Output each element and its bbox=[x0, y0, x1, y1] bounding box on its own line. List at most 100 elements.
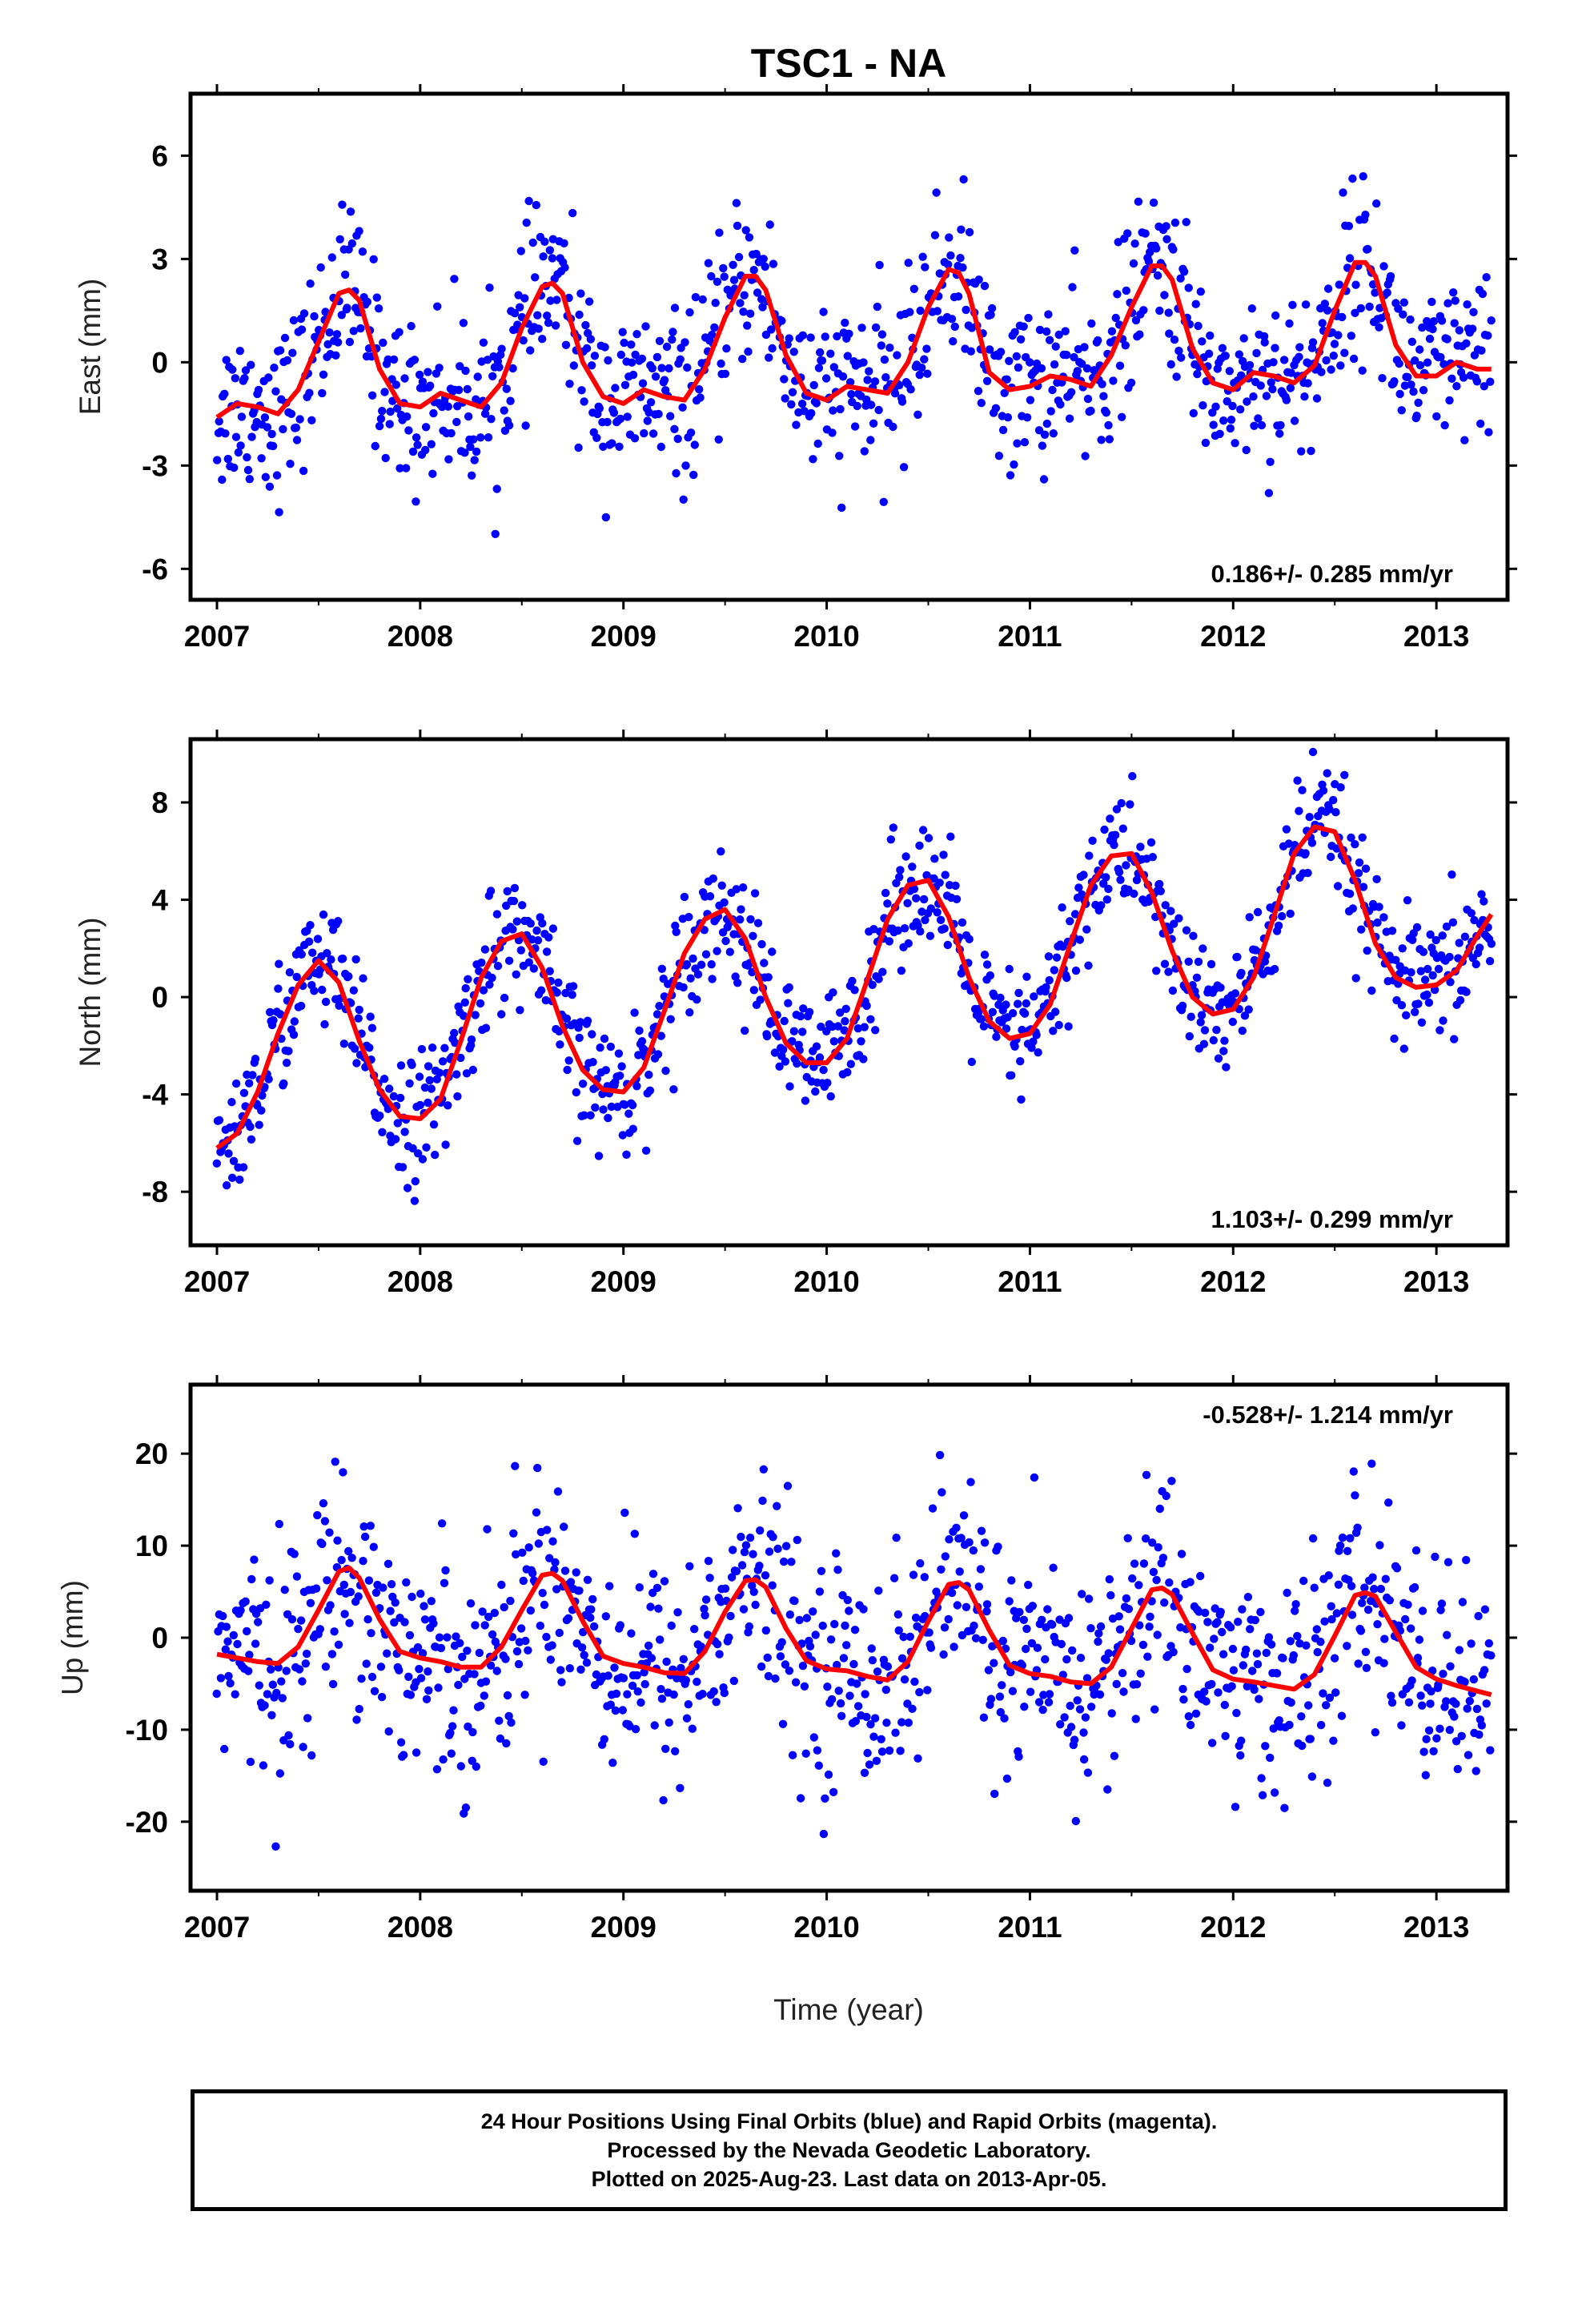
data-point bbox=[1285, 1720, 1294, 1730]
data-point bbox=[770, 1048, 780, 1057]
data-point bbox=[444, 455, 453, 464]
data-point bbox=[765, 353, 773, 362]
data-point bbox=[1460, 1678, 1469, 1687]
data-point bbox=[939, 1650, 948, 1659]
data-point bbox=[212, 1159, 221, 1168]
data-point bbox=[1130, 1559, 1139, 1568]
data-point bbox=[1002, 1000, 1010, 1009]
data-point bbox=[425, 1076, 434, 1085]
data-point bbox=[721, 369, 730, 378]
data-point bbox=[1169, 245, 1178, 254]
data-point bbox=[405, 1630, 415, 1640]
data-point bbox=[809, 380, 818, 390]
data-point bbox=[1110, 830, 1120, 839]
data-point bbox=[343, 304, 351, 312]
data-point bbox=[836, 1699, 845, 1708]
data-point bbox=[502, 1739, 511, 1748]
data-point bbox=[795, 1615, 804, 1625]
data-point bbox=[701, 1610, 709, 1620]
data-point bbox=[829, 363, 839, 372]
data-point bbox=[1042, 327, 1051, 336]
data-point bbox=[609, 408, 619, 417]
data-point bbox=[1449, 288, 1458, 297]
data-point bbox=[807, 408, 816, 418]
data-point bbox=[1450, 319, 1459, 328]
data-point bbox=[827, 1695, 837, 1704]
data-point bbox=[1452, 382, 1461, 391]
data-point bbox=[966, 347, 976, 356]
data-point bbox=[908, 862, 917, 871]
data-point bbox=[1174, 914, 1183, 923]
data-point bbox=[564, 1056, 573, 1065]
data-point bbox=[994, 1542, 1002, 1551]
data-point bbox=[444, 1101, 452, 1110]
data-point bbox=[222, 356, 231, 364]
data-point bbox=[682, 1714, 692, 1723]
data-point bbox=[285, 968, 295, 977]
data-point bbox=[1279, 1654, 1287, 1663]
data-point bbox=[1340, 770, 1349, 779]
data-point bbox=[1196, 287, 1206, 296]
data-point bbox=[218, 475, 227, 485]
data-point bbox=[1480, 1666, 1489, 1675]
data-point bbox=[830, 1619, 839, 1629]
data-point bbox=[1118, 1669, 1127, 1678]
data-point bbox=[320, 1019, 329, 1029]
data-point bbox=[379, 1075, 389, 1084]
data-point bbox=[732, 199, 741, 207]
data-point bbox=[952, 1523, 961, 1533]
data-point bbox=[245, 1651, 254, 1659]
data-point bbox=[606, 1700, 615, 1709]
data-point bbox=[1472, 959, 1480, 969]
data-point bbox=[1141, 229, 1150, 238]
data-point bbox=[411, 1176, 420, 1186]
data-point bbox=[1034, 1048, 1042, 1057]
data-point bbox=[601, 1066, 610, 1075]
data-point bbox=[393, 1119, 402, 1128]
data-point bbox=[551, 1558, 560, 1567]
data-point bbox=[1487, 939, 1496, 948]
data-point bbox=[879, 497, 889, 506]
data-point bbox=[420, 1615, 430, 1624]
data-point bbox=[334, 1640, 343, 1649]
data-point bbox=[1331, 808, 1340, 817]
data-point bbox=[745, 1534, 755, 1542]
data-point bbox=[1104, 884, 1113, 894]
data-point bbox=[1397, 1721, 1406, 1730]
data-point bbox=[959, 175, 968, 184]
data-point bbox=[717, 881, 726, 891]
data-point bbox=[375, 421, 384, 431]
y-axis-label: East (mm) bbox=[74, 279, 106, 416]
data-point bbox=[1035, 325, 1045, 335]
y-tick-label: 3 bbox=[151, 243, 168, 275]
data-point bbox=[296, 1616, 306, 1625]
data-point bbox=[857, 324, 866, 332]
data-point bbox=[269, 1015, 278, 1025]
data-point bbox=[1253, 907, 1263, 917]
data-point bbox=[1361, 211, 1370, 219]
data-point bbox=[516, 303, 524, 312]
data-point bbox=[869, 1732, 878, 1741]
data-point bbox=[868, 980, 877, 990]
data-point bbox=[383, 355, 392, 364]
data-point bbox=[707, 271, 716, 281]
data-point bbox=[556, 1040, 564, 1049]
data-point bbox=[1480, 382, 1489, 391]
data-point bbox=[222, 1181, 231, 1190]
data-point bbox=[520, 1691, 529, 1699]
data-point bbox=[959, 1511, 969, 1520]
data-point bbox=[1403, 372, 1412, 382]
data-point bbox=[1414, 999, 1423, 1008]
data-point bbox=[798, 1662, 808, 1671]
data-point bbox=[516, 247, 525, 255]
data-point bbox=[755, 1562, 764, 1570]
data-point bbox=[237, 412, 247, 421]
x-tick-label: 2007 bbox=[184, 620, 250, 653]
data-point bbox=[618, 1706, 627, 1715]
data-point bbox=[396, 1738, 406, 1747]
data-point bbox=[313, 1510, 322, 1520]
data-point bbox=[1083, 394, 1093, 404]
data-point bbox=[764, 973, 773, 982]
data-point bbox=[1234, 1618, 1243, 1626]
data-point bbox=[240, 374, 249, 383]
